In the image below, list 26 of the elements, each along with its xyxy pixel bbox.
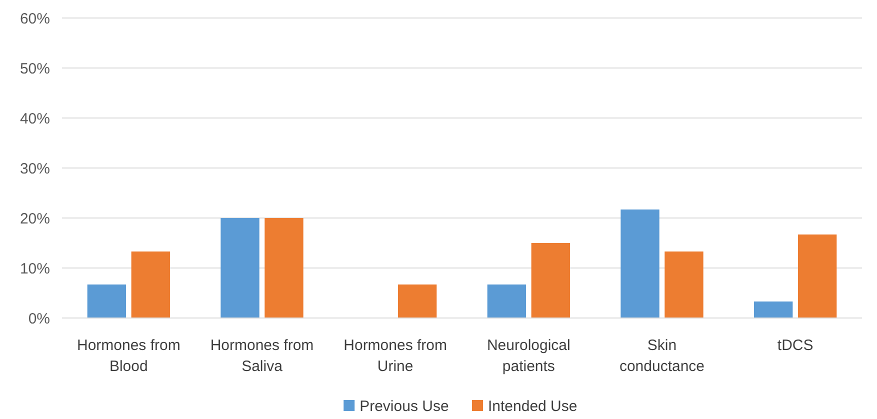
y-tick-label: 20% [20,210,50,228]
legend-label: Intended Use [488,398,578,415]
bar [398,284,437,318]
y-tick-label: 0% [28,310,50,328]
legend-label: Previous Use [360,398,449,415]
bar [487,284,526,318]
bar [264,218,304,318]
bar [87,284,126,318]
y-tick-label: 40% [20,110,50,128]
y-tick-label: 10% [20,260,50,278]
x-tick-label: Hormones from Urine [344,337,448,375]
bar [220,218,260,318]
y-tick-label: 30% [20,160,50,178]
x-tick-label: Hormones from Saliva [210,337,314,375]
x-tick-label: tDCS [777,337,814,354]
x-tick-label: Neurological patients [486,337,570,375]
y-tick-label: 50% [20,60,50,78]
x-tick-label: Skin conductance [619,337,705,375]
bar [531,243,570,318]
bar [131,252,170,318]
bar [754,302,793,318]
bar [664,252,704,318]
bar [620,210,660,318]
bar [798,234,837,318]
x-tick-label: Hormones from Blood [76,337,180,375]
y-tick-label: 60% [20,10,50,28]
